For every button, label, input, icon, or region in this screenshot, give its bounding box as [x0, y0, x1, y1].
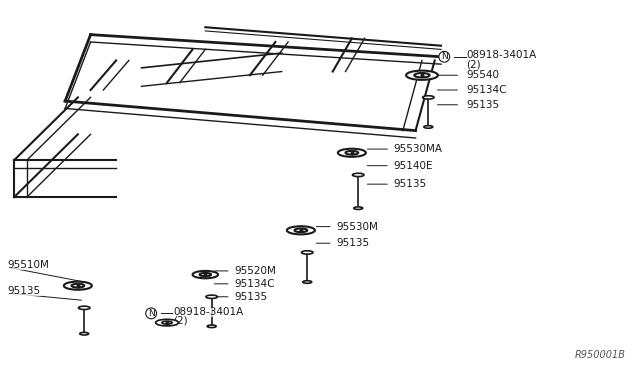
Text: 95540: 95540 [467, 70, 500, 80]
Ellipse shape [346, 151, 358, 155]
Text: 95134C: 95134C [467, 85, 507, 95]
Ellipse shape [287, 226, 315, 234]
Ellipse shape [72, 284, 84, 288]
Text: 95520M: 95520M [234, 266, 276, 276]
Ellipse shape [206, 295, 218, 298]
Text: 95530MA: 95530MA [394, 144, 442, 154]
Ellipse shape [414, 73, 429, 77]
Text: 95135: 95135 [8, 286, 41, 296]
Text: 95135: 95135 [467, 100, 500, 110]
Text: 95135: 95135 [234, 292, 267, 302]
Ellipse shape [294, 228, 307, 232]
Ellipse shape [301, 251, 313, 254]
Ellipse shape [303, 281, 312, 283]
Ellipse shape [338, 149, 366, 157]
Text: 95510M: 95510M [8, 260, 50, 270]
Text: (2): (2) [173, 316, 188, 326]
Text: 95530M: 95530M [336, 222, 378, 232]
Text: 95140E: 95140E [394, 161, 433, 171]
Ellipse shape [422, 96, 434, 99]
Ellipse shape [80, 333, 89, 335]
Ellipse shape [354, 207, 363, 209]
Ellipse shape [200, 273, 211, 276]
Ellipse shape [424, 126, 433, 128]
Ellipse shape [79, 306, 90, 310]
Text: 95135: 95135 [336, 238, 369, 248]
Text: 08918-3401A: 08918-3401A [467, 50, 537, 60]
Text: N: N [148, 309, 154, 318]
Ellipse shape [353, 173, 364, 177]
Text: 95134C: 95134C [234, 279, 275, 289]
Text: N: N [441, 52, 447, 61]
Text: R950001B: R950001B [575, 350, 626, 359]
Text: (2): (2) [467, 59, 481, 69]
Text: 95135: 95135 [394, 179, 426, 189]
Ellipse shape [406, 71, 438, 80]
Ellipse shape [207, 325, 216, 328]
Ellipse shape [156, 319, 179, 326]
Ellipse shape [162, 321, 172, 324]
Ellipse shape [193, 271, 218, 278]
Text: 08918-3401A: 08918-3401A [173, 307, 244, 317]
Ellipse shape [64, 282, 92, 290]
